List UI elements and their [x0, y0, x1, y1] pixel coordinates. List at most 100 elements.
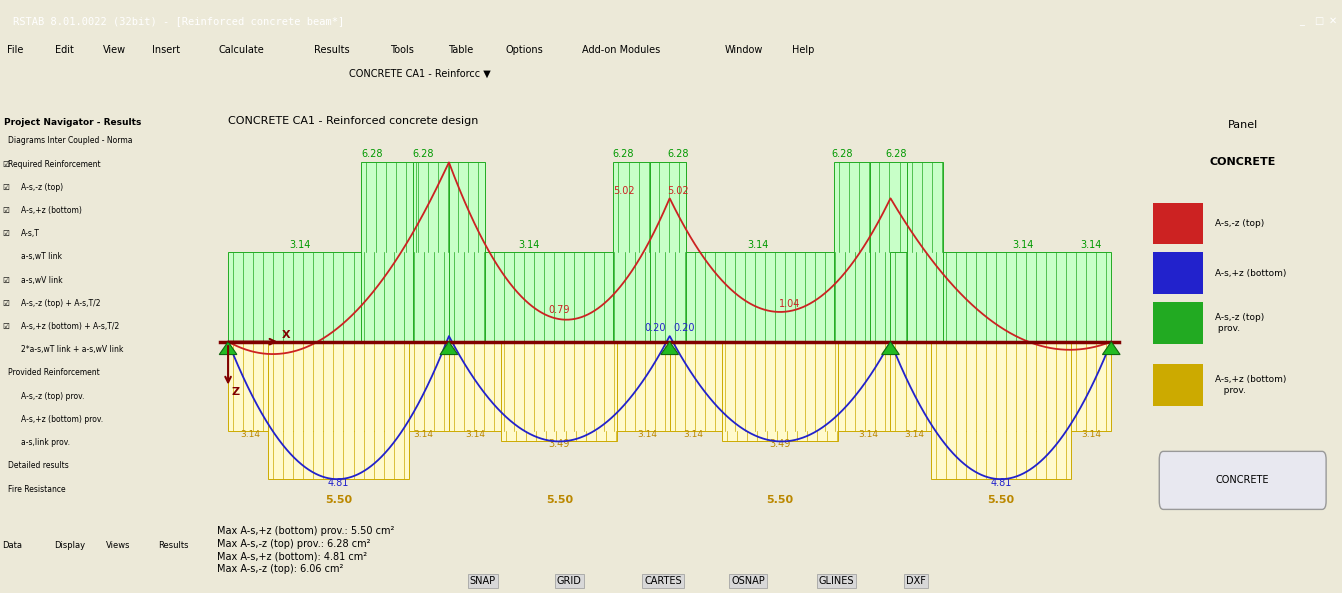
Bar	[835, 162, 871, 342]
Text: 3.14: 3.14	[905, 431, 925, 439]
Text: ☑: ☑	[3, 160, 9, 168]
Text: CONCRETE CA1 - Reinforced concrete design: CONCRETE CA1 - Reinforced concrete desig…	[228, 116, 479, 126]
Text: A-s,+z (bottom)
   prov.: A-s,+z (bottom) prov.	[1215, 375, 1286, 395]
Polygon shape	[660, 342, 679, 355]
Text: DXF: DXF	[906, 576, 926, 586]
Bar	[448, 252, 670, 342]
Text: Insert: Insert	[152, 46, 180, 55]
Bar	[670, 342, 891, 432]
Text: 3.14: 3.14	[684, 431, 703, 439]
Text: Add-on Modules: Add-on Modules	[582, 46, 660, 55]
Bar	[448, 162, 484, 342]
Text: CONCRETE: CONCRETE	[1216, 476, 1270, 486]
Text: 6.28: 6.28	[667, 149, 688, 160]
Text: 6.28: 6.28	[886, 149, 907, 160]
Polygon shape	[219, 342, 238, 355]
Text: CONCRETE CA1 - Reinforcc ▼: CONCRETE CA1 - Reinforcc ▼	[349, 69, 491, 78]
Text: Results: Results	[158, 541, 189, 550]
Bar	[722, 342, 839, 441]
Text: 3.14: 3.14	[240, 431, 260, 439]
Text: Project Navigator - Results: Project Navigator - Results	[4, 117, 141, 127]
Text: 1.04: 1.04	[780, 299, 801, 310]
Bar	[891, 342, 1111, 432]
Text: Max A-s,+z (bottom): 4.81 cm²: Max A-s,+z (bottom): 4.81 cm²	[217, 551, 368, 562]
Text: a-s,link prov.: a-s,link prov.	[21, 438, 70, 447]
Bar	[268, 342, 409, 479]
Bar	[413, 162, 448, 342]
Text: Window: Window	[725, 46, 764, 55]
Text: 0.79: 0.79	[549, 305, 570, 315]
Bar	[891, 252, 1111, 342]
Bar	[1153, 203, 1202, 244]
Text: a-s,wT link: a-s,wT link	[21, 253, 62, 262]
Text: Max A-s,-z (top): 6.06 cm²: Max A-s,-z (top): 6.06 cm²	[217, 565, 344, 574]
Text: 4.81: 4.81	[327, 478, 349, 488]
Text: A-s,+z (bottom) prov.: A-s,+z (bottom) prov.	[21, 415, 103, 424]
Text: 6.28: 6.28	[832, 149, 854, 160]
Text: GLINES: GLINES	[819, 576, 854, 586]
Text: Data: Data	[3, 541, 21, 550]
Text: 5.50: 5.50	[325, 495, 352, 505]
Text: 5.50: 5.50	[546, 495, 573, 505]
Text: ☑: ☑	[3, 299, 9, 308]
Bar	[613, 162, 650, 342]
Text: Calculate: Calculate	[219, 46, 264, 55]
Text: 3.14: 3.14	[1080, 240, 1102, 250]
Text: □: □	[1314, 16, 1323, 26]
Text: CARTES: CARTES	[644, 576, 682, 586]
Text: GRID: GRID	[557, 576, 582, 586]
Text: 3.14: 3.14	[747, 240, 769, 250]
Text: Fire Resistance: Fire Resistance	[8, 484, 66, 493]
Text: _: _	[1299, 16, 1304, 26]
Text: Required Reinforcement: Required Reinforcement	[8, 160, 101, 168]
Text: A-s,+z (bottom) + A-s,T/2: A-s,+z (bottom) + A-s,T/2	[21, 322, 119, 331]
Text: 3.14: 3.14	[859, 431, 879, 439]
Text: A-s,+z (bottom): A-s,+z (bottom)	[1215, 269, 1286, 278]
Text: Max A-s,+z (bottom) prov.: 5.50 cm²: Max A-s,+z (bottom) prov.: 5.50 cm²	[217, 527, 395, 537]
Text: Display: Display	[54, 541, 85, 550]
Text: Options: Options	[506, 46, 544, 55]
Bar	[228, 252, 448, 342]
Text: 3.14: 3.14	[1082, 431, 1102, 439]
Text: RSTAB 8.01.0022 (32bit) - [Reinforced concrete beam*]: RSTAB 8.01.0022 (32bit) - [Reinforced co…	[13, 16, 345, 26]
Polygon shape	[1102, 342, 1121, 355]
Text: ☑: ☑	[3, 183, 9, 192]
Text: View: View	[103, 46, 126, 55]
Text: Provided Reinforcement: Provided Reinforcement	[8, 368, 101, 378]
Text: Results: Results	[314, 46, 350, 55]
Text: Views: Views	[106, 541, 130, 550]
Text: ☑: ☑	[3, 276, 9, 285]
Text: 5.02: 5.02	[613, 186, 635, 196]
Bar	[1153, 302, 1202, 343]
Bar	[1153, 364, 1202, 406]
Polygon shape	[440, 342, 458, 355]
Text: 3.14: 3.14	[1012, 240, 1033, 250]
Bar	[650, 162, 686, 342]
Text: Edit: Edit	[55, 46, 74, 55]
Text: A-s,-z (top): A-s,-z (top)	[21, 183, 63, 192]
Text: A-s,-z (top) + A-s,T/2: A-s,-z (top) + A-s,T/2	[21, 299, 101, 308]
Bar	[501, 342, 617, 441]
Text: Diagrams Inter Coupled - Norma: Diagrams Inter Coupled - Norma	[8, 136, 133, 145]
Text: A-s,+z (bottom): A-s,+z (bottom)	[21, 206, 82, 215]
FancyBboxPatch shape	[1159, 451, 1326, 509]
Text: 3.14: 3.14	[413, 431, 432, 439]
Text: 3.14: 3.14	[464, 431, 484, 439]
Text: Table: Table	[448, 46, 474, 55]
Text: SNAP: SNAP	[470, 576, 495, 586]
Text: X: X	[282, 330, 291, 340]
Text: Panel: Panel	[1228, 120, 1257, 130]
Text: OSNAP: OSNAP	[731, 576, 765, 586]
Text: A-s,-z (top)
 prov.: A-s,-z (top) prov.	[1215, 313, 1264, 333]
Text: 6.28: 6.28	[613, 149, 635, 160]
Text: 5.02: 5.02	[667, 186, 688, 196]
Text: A-s,T: A-s,T	[21, 229, 40, 238]
Text: Max A-s,-z (top) prov.: 6.28 cm²: Max A-s,-z (top) prov.: 6.28 cm²	[217, 539, 370, 549]
Text: 4.81: 4.81	[990, 478, 1012, 488]
Text: 6.28: 6.28	[362, 149, 384, 160]
Bar	[1153, 253, 1202, 294]
Text: 3.49: 3.49	[549, 439, 570, 449]
Bar	[448, 342, 670, 432]
Text: 3.14: 3.14	[518, 240, 539, 250]
Text: 5.50: 5.50	[766, 495, 793, 505]
